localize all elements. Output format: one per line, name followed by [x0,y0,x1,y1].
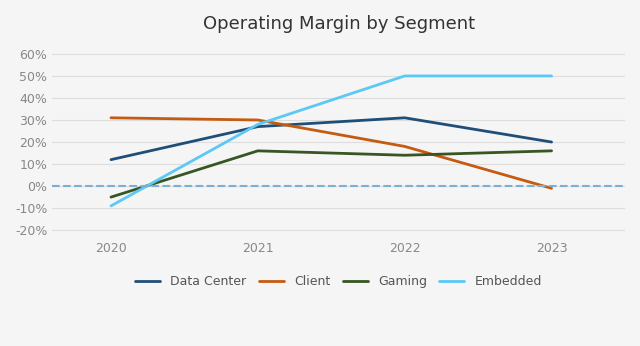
Client [401,144,408,148]
Data Center [401,116,408,120]
Gaming [254,149,262,153]
Client [254,118,262,122]
Legend: Data Center, Client, Gaming, Embedded: Data Center, Client, Gaming, Embedded [131,270,547,293]
Embedded [401,74,408,78]
Embedded [107,204,115,208]
Line: Data Center: Data Center [111,118,552,160]
Data Center [254,125,262,129]
Embedded [548,74,556,78]
Client [548,186,556,190]
Data Center [548,140,556,144]
Gaming [548,149,556,153]
Gaming [107,195,115,199]
Data Center [107,157,115,162]
Line: Client: Client [111,118,552,188]
Gaming [401,153,408,157]
Title: Operating Margin by Segment: Operating Margin by Segment [202,15,475,33]
Embedded [254,122,262,127]
Line: Embedded: Embedded [111,76,552,206]
Client [107,116,115,120]
Line: Gaming: Gaming [111,151,552,197]
